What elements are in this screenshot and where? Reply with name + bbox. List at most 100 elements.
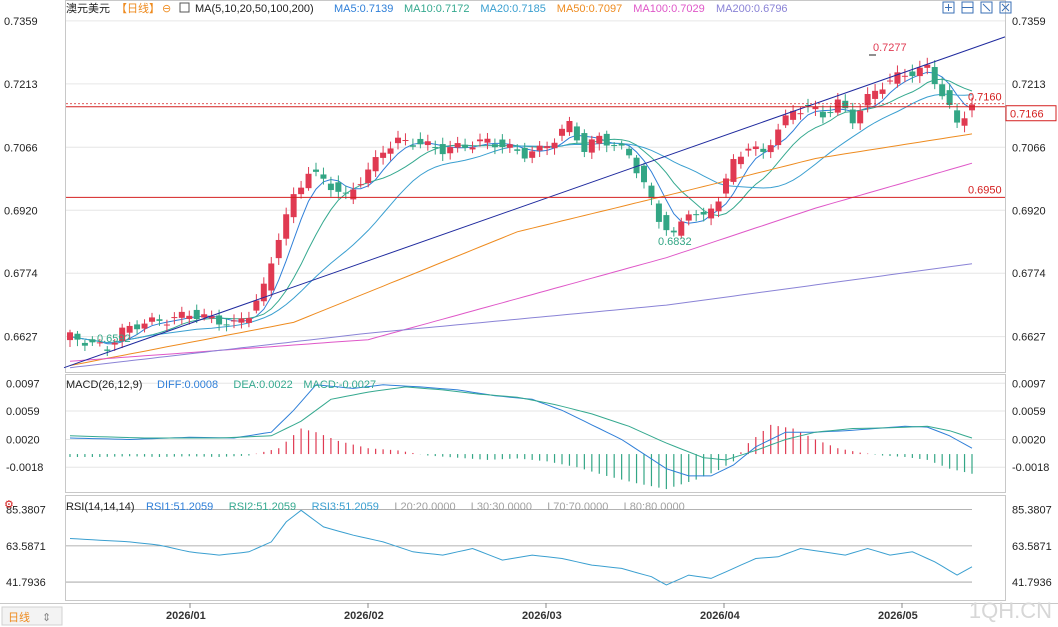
candle-body [238,318,245,323]
candle-body [842,100,849,109]
candle-body [879,89,886,94]
period-button[interactable] [1,606,63,626]
ma-legend-entry: MA50:0.7097 [557,3,622,15]
candle-body [544,146,551,149]
candle-body [365,169,372,184]
candle-body [201,314,208,318]
ma-legend-entry: MA10:0.7172 [404,3,469,15]
price-axis-label-left: 0.7359 [4,16,38,28]
level-upper-label: 0.7160 [968,92,1002,104]
candle-body [812,107,819,110]
candle-body [447,147,454,154]
candle-body [946,90,953,106]
candle-body [119,327,126,342]
time-axis-label: 2026/05 [878,610,918,622]
rsi-legend-entry: L80:80.0000 [624,501,685,513]
candle-body [857,110,864,124]
candle-body [96,342,103,344]
candle-body [477,139,483,142]
rsi-legend: RSI1:51.2059 RSI2:51.2059 RSI3:51.2059 L20:… [146,501,685,513]
ma-toggle-icon[interactable] [179,2,190,13]
candle-body [872,90,879,99]
candle-body [245,318,252,323]
high-annotation: 0.7277 [873,42,907,54]
candle-body [894,72,901,84]
rsi-legend-entry: L70:70.0000 [547,501,608,513]
zoom-fit-icon[interactable] [942,1,955,14]
price-axis-label-right: 0.6627 [1012,332,1046,344]
period-label: 【日线】 [116,1,160,15]
candle-body [626,148,633,156]
candle-body [320,174,327,179]
candle-body [439,144,446,155]
rsi-axis-label-right: 63.5871 [1012,541,1052,553]
candle-body [163,324,170,326]
instrument-name: 澳元美元 [66,2,110,15]
candle-body [402,140,409,142]
time-axis-label: 2026/02 [344,610,384,622]
candle-body [834,99,841,113]
candle-body [253,300,260,311]
candle-body [790,110,797,120]
candle-body [909,71,916,77]
candle-body [551,142,558,149]
candle-body [268,263,275,291]
candle-body [559,128,565,136]
macd-axis-label-left: 0.0097 [6,378,40,390]
candle-body [342,192,349,194]
candle-body [104,349,111,351]
candle-body [432,147,439,149]
low-annotation-mid: 0.6832 [658,236,692,248]
candle-body [89,339,96,343]
candle-body [387,148,394,154]
rsi-axis-label-left: 41.7936 [6,577,46,589]
rsi-title: RSI(14,14,14) [66,501,134,513]
current-price-label: 0.7166 [1010,109,1044,121]
candle-body [335,182,342,192]
candle-body [715,201,722,212]
candle-body [723,178,729,194]
candle-body [134,324,141,330]
price-axis-label-left: 0.7213 [4,79,38,91]
maximize-icon[interactable] [980,1,993,14]
candle-body [693,214,700,216]
candle-body [752,146,759,150]
candle-body [641,165,647,183]
candle-body [730,159,737,182]
ma10-line [69,78,973,344]
candle-body [685,214,692,221]
candle-body [573,126,580,141]
candle-body [827,112,834,114]
rsi-legend-entry: L30:30.0000 [471,501,532,513]
candle-body [380,152,387,158]
candle-body [797,113,804,115]
candle-body [745,148,752,151]
macd-axis-label-left: -0.0018 [6,462,43,474]
trend-line [63,36,1006,369]
brand-watermark: 1QH.CN [968,598,1052,623]
candle-body [74,333,81,340]
candle-body [454,143,461,148]
candle-body [275,239,282,259]
moving-averages [69,71,973,369]
candle-body [678,221,685,236]
candle-body [708,208,715,219]
close-icon[interactable] [999,1,1012,14]
rsi-legend-entry: RSI3:51.2059 [312,501,379,513]
settings-icon[interactable]: ⚙ [4,499,14,511]
candle-body [417,138,424,145]
candle-body [655,203,662,222]
candle-body [931,67,938,85]
macd-dea-line [69,386,973,461]
macd-legend-entry: DIFF:0.0008 [157,379,218,391]
candle-body [171,317,178,319]
layout-icon[interactable] [961,1,974,14]
macd-axis-label-right: 0.0059 [1012,406,1046,418]
candle-body [916,67,923,77]
candle-body [648,185,655,199]
price-axis-label-right: 0.6920 [1012,205,1046,217]
dropdown-arrow-icon[interactable]: ⇕ [42,612,51,624]
candle-body [939,84,946,97]
rsi-axis-label-right: 85.3807 [1012,505,1052,517]
price-axis-label-right: 0.6774 [1012,268,1046,280]
